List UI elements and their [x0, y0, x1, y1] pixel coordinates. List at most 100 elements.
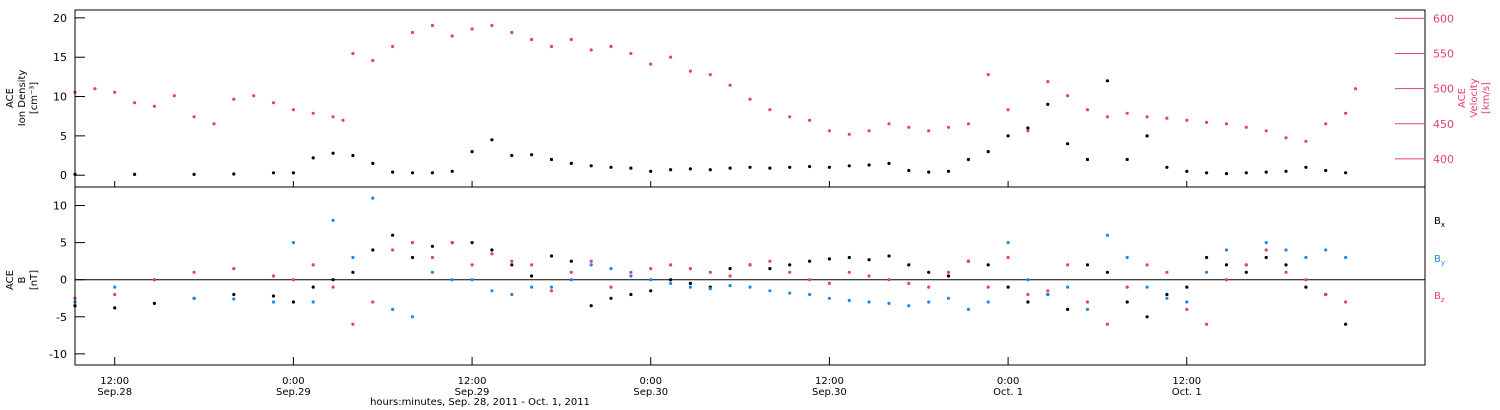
- density-point-3: [232, 172, 236, 176]
- bz-point-3: [192, 270, 196, 274]
- bx-point-15: [470, 241, 474, 245]
- velocity-point-61: [1264, 129, 1268, 133]
- by-point-3: [192, 296, 196, 300]
- b-field-axis-ticks: -10 -5 0 5 10: [49, 200, 85, 361]
- density-point-9: [371, 161, 375, 165]
- density-point-40: [986, 150, 990, 154]
- density-label-line-2: Ion Density: [17, 70, 28, 127]
- bz-point-7: [311, 263, 315, 267]
- bz-point-4: [232, 267, 236, 271]
- by-point-35: [867, 300, 871, 304]
- velocity-point-39: [827, 129, 832, 133]
- density-point-45: [1085, 157, 1090, 162]
- velocity-point-30: [649, 62, 653, 66]
- bz-point-48: [1125, 285, 1129, 289]
- bottom-panel-data: [73, 196, 1348, 326]
- bottom-panel-frame: [74, 186, 1426, 366]
- bx-point-54: [1244, 270, 1248, 274]
- bx-point-42: [1006, 285, 1010, 289]
- x-tick-date-4: Sep.30: [812, 387, 847, 398]
- b-field-axis-label: ACE B [nT]: [5, 270, 40, 290]
- legend-bx-sub: x: [1441, 221, 1445, 229]
- bx-point-12: [410, 255, 415, 260]
- legend-bz-base: B: [1434, 291, 1441, 302]
- velocity-point-57: [1185, 118, 1189, 122]
- density-point-36: [907, 168, 911, 173]
- bx-point-19: [549, 254, 554, 258]
- by-point-12: [410, 315, 415, 319]
- density-point-8: [351, 153, 355, 158]
- velocity-label-line-2: Velocity: [1469, 78, 1480, 117]
- bz-point-14: [450, 241, 454, 245]
- bx-point-7: [311, 285, 315, 289]
- velocity-label-line-1: ACE: [1457, 88, 1468, 108]
- velocity-point-16: [371, 59, 375, 63]
- by-point-25: [669, 281, 673, 285]
- velocity-point-51: [1066, 94, 1070, 98]
- bx-point-26: [688, 281, 693, 285]
- density-point-46: [1105, 79, 1109, 83]
- bz-point-46: [1085, 300, 1090, 304]
- density-point-47: [1125, 157, 1129, 162]
- velocity-point-49: [1026, 129, 1030, 133]
- bz-point-38: [927, 285, 931, 289]
- velocity-point-12: [311, 111, 315, 115]
- velocity-point-26: [569, 37, 573, 42]
- bz-point-32: [808, 278, 812, 282]
- velocity-point-63: [1304, 139, 1308, 143]
- bz-point-23: [629, 270, 633, 274]
- velocity-point-59: [1224, 122, 1229, 126]
- bx-point-55: [1264, 255, 1268, 260]
- bx-point-22: [609, 296, 613, 300]
- bx-point-9: [351, 270, 355, 274]
- by-point-13: [430, 270, 434, 274]
- density-point-19: [569, 161, 573, 165]
- density-axis-label: ACE Ion Density [cm⁻³]: [5, 70, 40, 127]
- velocity-point-6: [192, 115, 196, 119]
- density-point-41: [1006, 134, 1010, 138]
- velocity-point-19: [430, 23, 434, 28]
- bx-point-47: [1105, 270, 1109, 274]
- velocity-point-10: [271, 101, 276, 105]
- velocity-point-1: [93, 87, 97, 91]
- by-point-39: [946, 296, 951, 300]
- velocity-label-line-3: [km/s]: [1481, 82, 1492, 114]
- density-point-49: [1165, 165, 1169, 169]
- bx-point-18: [530, 274, 534, 278]
- bz-point-27: [708, 270, 712, 274]
- legend-by-base: B: [1434, 254, 1441, 265]
- x-tick-date-0: Sep.28: [97, 387, 132, 398]
- by-point-33: [827, 296, 832, 300]
- bz-point-8: [331, 285, 335, 289]
- by-point-58: [1324, 248, 1328, 252]
- bx-point-13: [430, 244, 434, 248]
- velocity-point-40: [847, 132, 851, 136]
- velocity-point-58: [1205, 120, 1209, 124]
- density-point-15: [490, 138, 494, 142]
- bx-point-23: [629, 292, 633, 297]
- density-point-20: [589, 164, 593, 168]
- bz-point-17: [510, 259, 514, 263]
- density-point-14: [470, 150, 474, 154]
- velocity-tick-label-0: 400: [1433, 153, 1454, 166]
- bz-point-59: [1344, 300, 1348, 304]
- density-point-1: [133, 172, 137, 176]
- bz-point-58: [1324, 292, 1328, 297]
- legend-entry-bz: Bz: [1434, 291, 1445, 304]
- legend-entry-by: By: [1434, 254, 1445, 267]
- bz-point-24: [649, 267, 653, 271]
- velocity-point-5: [172, 94, 176, 98]
- b-label-line-2: B: [17, 276, 28, 283]
- bx-point-20: [569, 259, 573, 263]
- by-point-21: [589, 263, 593, 267]
- x-tick-time-4: 12:00: [815, 376, 844, 387]
- velocity-point-14: [341, 118, 345, 122]
- velocity-point-47: [986, 73, 990, 77]
- velocity-point-35: [748, 97, 752, 101]
- x-tick-date-5: Oct. 1: [993, 387, 1023, 398]
- velocity-point-55: [1145, 115, 1149, 119]
- by-point-55: [1264, 241, 1268, 245]
- bx-point-17: [510, 263, 514, 267]
- bx-point-49: [1145, 315, 1149, 319]
- velocity-point-53: [1105, 115, 1109, 119]
